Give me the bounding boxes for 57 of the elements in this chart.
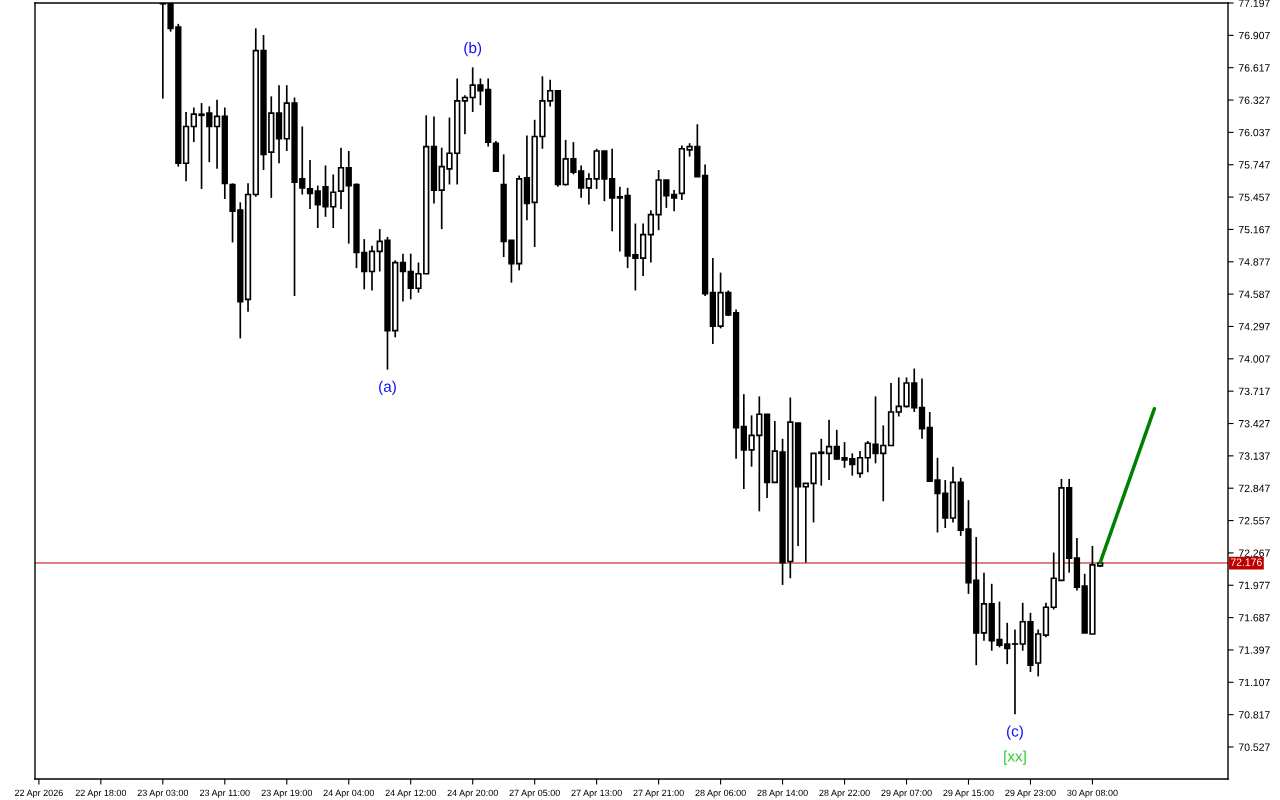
y-tick-label: 74.297 — [1238, 322, 1270, 331]
x-tick-label: 22 Apr 18:00 — [75, 789, 127, 798]
candlestick — [213, 98, 221, 170]
x-tick-label: 29 Apr 15:00 — [943, 789, 994, 798]
x-tick-label: 24 Apr 12:00 — [385, 789, 436, 798]
y-tick-label: 76.037 — [1238, 128, 1270, 137]
candlestick — [368, 244, 376, 292]
x-tick-label: 29 Apr 23:00 — [1005, 789, 1056, 798]
y-tick-label: 73.717 — [1238, 387, 1270, 396]
annotation: (c) — [1007, 725, 1023, 740]
y-tick-label: 70.817 — [1238, 711, 1270, 719]
candlestick — [918, 377, 926, 440]
y-tick-label: 72.847 — [1238, 484, 1270, 493]
y-tick-label: 72.267 — [1238, 549, 1270, 557]
x-tick-label: 27 Apr 21:00 — [633, 789, 684, 798]
x-tick-label: 28 Apr 06:00 — [695, 789, 746, 798]
y-tick-label: 71.107 — [1238, 678, 1270, 687]
candlestick — [856, 450, 864, 479]
y-tick-label: 74.007 — [1238, 355, 1270, 363]
x-tick-label: 23 Apr 11:00 — [199, 789, 250, 798]
y-tick-label: 74.587 — [1238, 290, 1270, 298]
x-tick-label: 30 Apr 08:00 — [1067, 789, 1118, 798]
y-tick-label: 75.747 — [1238, 161, 1270, 169]
ref-line-label: 72.176 — [1230, 558, 1262, 566]
y-tick-label: 76.327 — [1238, 96, 1270, 104]
annotation: (a) — [379, 380, 396, 395]
x-tick-label: 27 Apr 13:00 — [571, 789, 622, 798]
candlestick — [306, 159, 314, 210]
y-tick-label: 76.617 — [1238, 64, 1270, 72]
y-tick-label: 74.877 — [1238, 258, 1270, 266]
candlestick — [1011, 628, 1019, 716]
x-tick-label: 23 Apr 19:00 — [261, 789, 313, 798]
x-tick-label: 24 Apr 04:00 — [323, 789, 374, 798]
y-tick-label: 71.397 — [1238, 646, 1270, 654]
y-tick-label: 73.137 — [1238, 452, 1270, 460]
x-tick-label: 27 Apr 05:00 — [509, 789, 560, 798]
candlestick — [825, 418, 833, 481]
y-tick-label: 70.527 — [1238, 743, 1270, 751]
annotation: (b) — [464, 42, 482, 57]
y-tick-label: 76.907 — [1238, 31, 1270, 40]
x-tick-label: 22 Apr 2026 — [14, 789, 63, 798]
y-tick-label: 73.427 — [1238, 420, 1270, 428]
annotation: [xx] — [1004, 750, 1026, 765]
y-tick-label: 71.687 — [1238, 614, 1270, 622]
x-tick-label: 23 Apr 03:00 — [137, 789, 189, 798]
candlestick — [399, 252, 407, 303]
x-tick-label: 29 Apr 07:00 — [881, 789, 932, 798]
y-tick-label: 75.167 — [1238, 225, 1270, 234]
x-tick-label: 24 Apr 20:00 — [447, 789, 498, 798]
y-tick-label: 72.557 — [1238, 517, 1270, 525]
y-tick-label: 75.457 — [1238, 193, 1270, 201]
x-tick-label: 28 Apr 22:00 — [819, 789, 870, 798]
y-tick-label: 77.197 — [1238, 0, 1270, 7]
candlestick — [461, 94, 469, 136]
y-tick-label: 71.977 — [1238, 581, 1270, 590]
candlestick — [337, 146, 345, 210]
x-tick-label: 28 Apr 14:00 — [757, 789, 808, 798]
